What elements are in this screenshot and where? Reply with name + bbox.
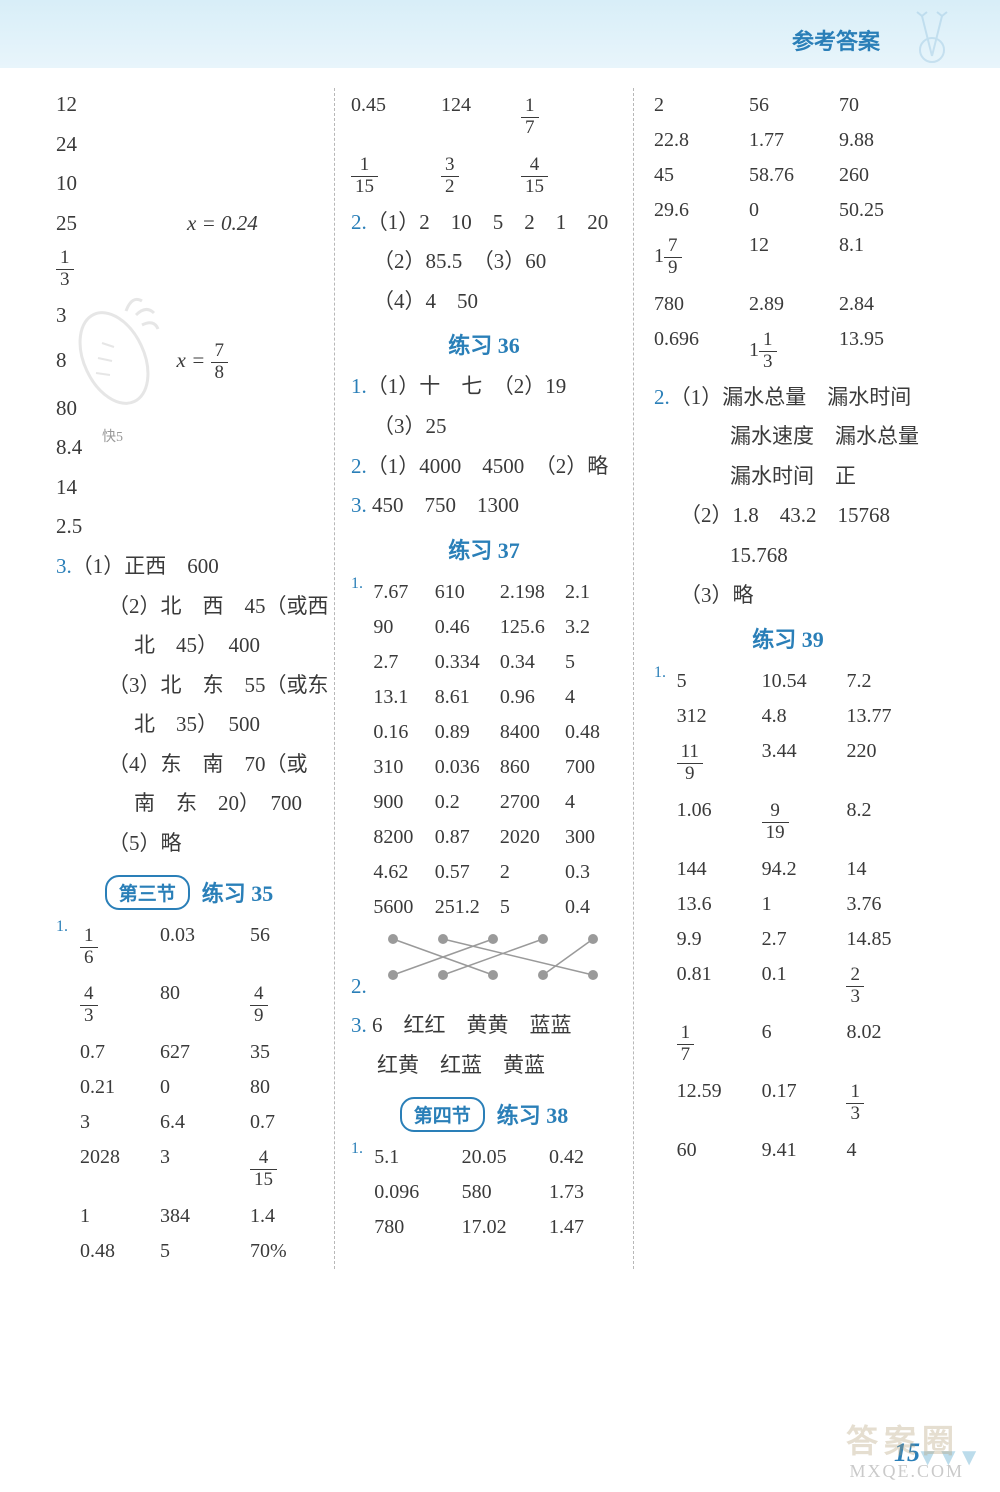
table-row: 0.0965801.73: [351, 1175, 617, 1210]
text-line: 2.（1）2 10 5 2 1 20: [351, 206, 617, 240]
table-row: 78017.021.47: [351, 1210, 617, 1245]
practice-title: 练习 39: [654, 622, 922, 654]
text-line: （2）85.5 （3）60: [351, 245, 617, 279]
table-row: 1193.44220: [654, 734, 922, 793]
table-row: 1.7.676102.1982.1: [351, 575, 617, 610]
table-row: 0.21080: [56, 1070, 322, 1105]
table-row: 609.414: [654, 1133, 922, 1168]
table-row: 0.48570%: [56, 1234, 322, 1269]
table-row: 4558.76260: [654, 158, 922, 193]
carrot-icon: [64, 283, 174, 413]
table-row: 3100.036860700: [351, 750, 617, 785]
table-row: 11532415: [351, 147, 617, 206]
watermark-url: MXQE.COM: [849, 1461, 964, 1482]
text-line: （2）1.8 43.2 15768: [680, 499, 922, 533]
text-line: 北 45） 400: [134, 629, 322, 663]
table-row: 25670: [654, 88, 922, 123]
practice-title: 练习 36: [351, 328, 617, 360]
table-row: 13.613.76: [654, 887, 922, 922]
table-row: 7802.892.84: [654, 287, 922, 322]
text-line: 南 东 20） 700: [134, 787, 322, 821]
table-row: 36.40.7: [56, 1105, 322, 1140]
text-line: 2.（1）漏水总量 漏水时间: [654, 381, 922, 415]
text-line: 红黄 红蓝 黄蓝: [377, 1049, 617, 1083]
text-line: 3. 6 红红 黄黄 蓝蓝: [351, 1009, 617, 1043]
content-area: 122410 25x = 0.24 13 3 8x = 78 808.4142.…: [0, 68, 1000, 1289]
section-badge: 第三节: [105, 875, 190, 910]
column-3: 2567022.81.779.884558.7626029.6050.25179…: [634, 88, 934, 1269]
table-row: 13841.4: [56, 1199, 322, 1234]
text-line: （3）北 东 55（或东: [108, 669, 322, 703]
text-line: 25x = 0.24: [56, 207, 322, 241]
text-line: 15.768: [730, 539, 922, 573]
text-line: 北 35） 500: [134, 708, 322, 742]
section-heading: 第三节 练习 35: [56, 875, 322, 910]
table-row: 14494.214: [654, 852, 922, 887]
text-line: 3.（1）正西 600: [56, 550, 322, 584]
text-line: 1.（1）十 七 （2）19: [351, 370, 617, 404]
table-row: 2.70.3340.345: [351, 645, 617, 680]
text-line: 8.4: [56, 431, 322, 465]
table-row: 13.18.610.964: [351, 680, 617, 715]
text-line: （2）北 西 45（或西: [108, 590, 322, 624]
table-row: 12.590.1713: [654, 1074, 922, 1133]
text-line: 10: [56, 167, 322, 201]
table-row: 438049: [56, 976, 322, 1035]
table-row: 0.762735: [56, 1035, 322, 1070]
practice-title: 练习 38: [497, 1098, 569, 1130]
table-row: 0.810.123: [654, 957, 922, 1016]
table-row: 0.4512417: [351, 88, 617, 147]
table-row: 3124.813.77: [654, 699, 922, 734]
table-row: 22.81.779.88: [654, 123, 922, 158]
header-band: 参考答案: [0, 0, 1000, 68]
section-heading: 第四节 练习 38: [351, 1097, 617, 1132]
header-title: 参考答案: [792, 24, 880, 56]
text-line: （3）25: [351, 410, 617, 444]
table-row: 20283415: [56, 1140, 322, 1199]
table-row: 1.5.120.050.42: [351, 1140, 617, 1175]
text-line: 漏水速度 漏水总量: [730, 420, 922, 454]
matching-problem: 2.: [351, 925, 617, 1004]
column-2: 0.451241711532415 2.（1）2 10 5 2 1 20 （2）8…: [334, 88, 634, 1269]
practice-title: 练习 37: [351, 533, 617, 565]
text-line: （3）略: [680, 579, 922, 613]
table-row: 1.069198.2: [654, 793, 922, 852]
decorative-text: 快5: [102, 426, 123, 446]
table-row: 1.510.547.2: [654, 664, 922, 699]
table-row: 1.160.0356: [56, 918, 322, 977]
table-row: 179128.1: [654, 228, 922, 287]
table-row: 5600251.250.4: [351, 890, 617, 925]
table-row: 1768.02: [654, 1015, 922, 1074]
table-row: 82000.872020300: [351, 820, 617, 855]
table-row: 900.46125.63.2: [351, 610, 617, 645]
text-line: 14: [56, 471, 322, 505]
practice-title: 练习 35: [202, 876, 274, 908]
table-row: 9.92.714.85: [654, 922, 922, 957]
table-row: 29.6050.25: [654, 193, 922, 228]
text-line: （4）东 南 70（或: [108, 748, 322, 782]
text-line: 24: [56, 128, 322, 162]
watermark-text: 答案圈: [846, 1416, 960, 1462]
table-row: 9000.227004: [351, 785, 617, 820]
matching-diagram: [378, 929, 608, 985]
text-line: 2.（1）4000 4500 （2）略: [351, 450, 617, 484]
text-line: 2.5: [56, 510, 322, 544]
table-row: 4.620.5720.3: [351, 855, 617, 890]
column-1: 122410 25x = 0.24 13 3 8x = 78 808.4142.…: [44, 88, 334, 1269]
text-line: 12: [56, 88, 322, 122]
text-line: （4）4 50: [351, 285, 617, 319]
text-line: 3. 450 750 1300: [351, 489, 617, 523]
compass-icon: [902, 8, 962, 68]
table-row: 0.160.8984000.48: [351, 715, 617, 750]
text-line: 漏水时间 正: [730, 460, 922, 494]
section-badge: 第四节: [400, 1097, 485, 1132]
table-row: 0.69611313.95: [654, 322, 922, 381]
text-line: （5）略: [108, 827, 322, 861]
